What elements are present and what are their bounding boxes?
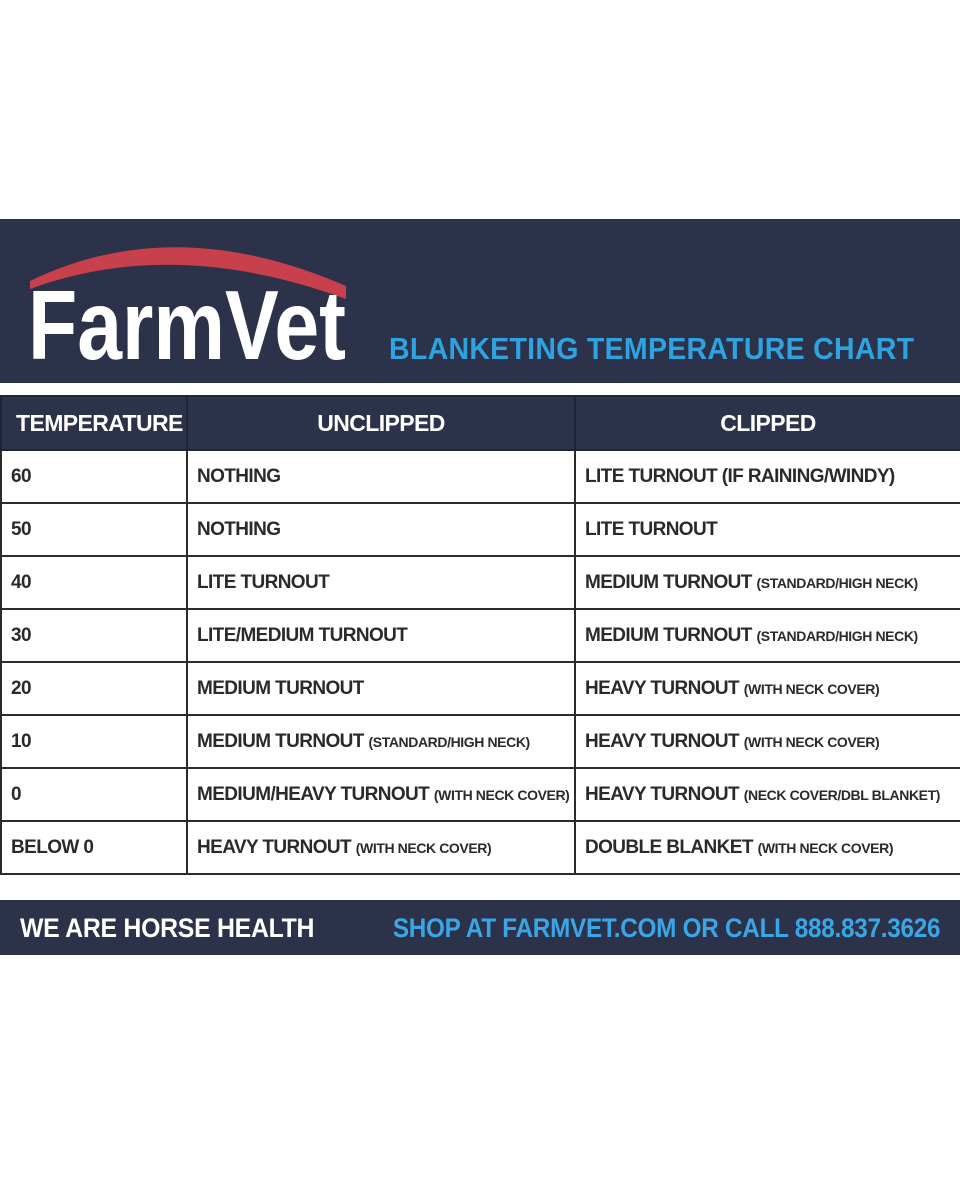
column-header-clipped: CLIPPED (574, 395, 960, 451)
column-header-unclipped: UNCLIPPED (186, 395, 576, 451)
clipped-cell-text: HEAVY TURNOUT (585, 783, 740, 805)
unclipped-cell-note: (WITH NECK COVER) (433, 786, 570, 803)
clipped-cell-note: (WITH NECK COVER) (757, 839, 894, 856)
clipped-cell-note: (STANDARD/HIGH NECK) (756, 627, 919, 644)
slogan: WE ARE HORSE HEALTH (20, 913, 315, 943)
table-row: 0 MEDIUM/HEAVY TURNOUT (WITH NECK COVER) H… (0, 767, 960, 822)
temperature-cell: 0 (0, 767, 188, 822)
chart-title: BLANKETING TEMPERATURE CHART (389, 331, 915, 366)
clipped-cell-text: LITE TURNOUT (585, 518, 718, 540)
temperature-cell-text: BELOW 0 (11, 836, 94, 858)
table-row: BELOW 0 HEAVY TURNOUT (WITH NECK COVER) DO… (0, 820, 960, 875)
temperature-cell: 60 (0, 449, 188, 504)
temperature-cell-text: 0 (11, 783, 22, 805)
unclipped-cell: LITE TURNOUT (186, 555, 576, 610)
unclipped-cell-text: LITE/MEDIUM TURNOUT (197, 624, 408, 646)
header-band: FarmVet BLANKETING TEMPERATURE CHART (0, 219, 960, 383)
clipped-cell-text: LITE TURNOUT (IF RAINING/WINDY) (585, 465, 895, 487)
clipped-cell: MEDIUM TURNOUT (STANDARD/HIGH NECK) (574, 608, 960, 663)
clipped-cell: HEAVY TURNOUT (WITH NECK COVER) (574, 714, 960, 769)
temperature-cell: 50 (0, 502, 188, 557)
temperature-cell-text: 10 (11, 730, 32, 752)
temperature-cell-text: 50 (11, 518, 32, 540)
clipped-cell-text: MEDIUM TURNOUT (585, 624, 752, 646)
clipped-cell-note: (WITH NECK COVER) (743, 733, 880, 750)
unclipped-cell-text: MEDIUM/HEAVY TURNOUT (197, 783, 430, 805)
clipped-cell-text: MEDIUM TURNOUT (585, 571, 752, 593)
unclipped-cell-note: (WITH NECK COVER) (355, 839, 492, 856)
temperature-cell: 20 (0, 661, 188, 716)
table-row: 30 LITE/MEDIUM TURNOUT MEDIUM TURNOUT (STA… (0, 608, 960, 663)
blanketing-table: TEMPERATURE UNCLIPPED CLIPPED 60 NOTHING L… (0, 395, 960, 875)
unclipped-cell-text: NOTHING (197, 465, 281, 487)
temperature-cell-text: 60 (11, 465, 32, 487)
clipped-cell-note: (WITH NECK COVER) (743, 680, 880, 697)
unclipped-cell-text: MEDIUM TURNOUT (197, 730, 364, 752)
column-header-temperature: TEMPERATURE (0, 395, 188, 451)
logo-arc (30, 247, 346, 299)
unclipped-cell: MEDIUM TURNOUT (186, 661, 576, 716)
logo-text: FarmVet (28, 270, 346, 371)
clipped-cell: DOUBLE BLANKET (WITH NECK COVER) (574, 820, 960, 875)
clipped-cell: HEAVY TURNOUT (NECK COVER/DBL BLANKET) (574, 767, 960, 822)
unclipped-cell-text: HEAVY TURNOUT (197, 836, 352, 858)
clipped-cell: LITE TURNOUT (IF RAINING/WINDY) (574, 449, 960, 504)
temperature-cell: 30 (0, 608, 188, 663)
shop-contact: SHOP AT FARMVET.COM OR CALL 888.837.3626 (392, 913, 941, 943)
clipped-cell: LITE TURNOUT (574, 502, 960, 557)
unclipped-cell-text: MEDIUM TURNOUT (197, 677, 364, 699)
table-row: 20 MEDIUM TURNOUT HEAVY TURNOUT (WITH NECK… (0, 661, 960, 716)
clipped-cell-note: (NECK COVER/DBL BLANKET) (743, 786, 941, 803)
unclipped-cell: LITE/MEDIUM TURNOUT (186, 608, 576, 663)
temperature-cell-text: 20 (11, 677, 32, 699)
unclipped-cell: HEAVY TURNOUT (WITH NECK COVER) (186, 820, 576, 875)
temperature-cell: BELOW 0 (0, 820, 188, 875)
footer-band: WE ARE HORSE HEALTH SHOP AT FARMVET.COM … (0, 900, 960, 955)
table-row: 40 LITE TURNOUT MEDIUM TURNOUT (STANDARD/H… (0, 555, 960, 610)
clipped-cell: MEDIUM TURNOUT (STANDARD/HIGH NECK) (574, 555, 960, 610)
table-header-row: TEMPERATURE UNCLIPPED CLIPPED (0, 395, 960, 451)
clipped-cell-text: HEAVY TURNOUT (585, 730, 740, 752)
temperature-cell-text: 30 (11, 624, 32, 646)
unclipped-cell: MEDIUM/HEAVY TURNOUT (WITH NECK COVER) (186, 767, 576, 822)
temperature-cell: 40 (0, 555, 188, 610)
clipped-cell-note: (STANDARD/HIGH NECK) (756, 574, 919, 591)
clipped-cell: HEAVY TURNOUT (WITH NECK COVER) (574, 661, 960, 716)
unclipped-cell: NOTHING (186, 449, 576, 504)
table-row: 10 MEDIUM TURNOUT (STANDARD/HIGH NECK) HEA… (0, 714, 960, 769)
unclipped-cell-note: (STANDARD/HIGH NECK) (368, 733, 531, 750)
temperature-cell: 10 (0, 714, 188, 769)
unclipped-cell: MEDIUM TURNOUT (STANDARD/HIGH NECK) (186, 714, 576, 769)
unclipped-cell-text: LITE TURNOUT (197, 571, 330, 593)
unclipped-cell-text: NOTHING (197, 518, 281, 540)
table-row: 60 NOTHING LITE TURNOUT (IF RAINING/WINDY) (0, 449, 960, 504)
table-row: 50 NOTHING LITE TURNOUT (0, 502, 960, 557)
clipped-cell-text: DOUBLE BLANKET (585, 836, 753, 858)
unclipped-cell: NOTHING (186, 502, 576, 557)
temperature-cell-text: 40 (11, 571, 32, 593)
farmvet-logo: FarmVet (28, 247, 346, 371)
clipped-cell-text: HEAVY TURNOUT (585, 677, 740, 699)
